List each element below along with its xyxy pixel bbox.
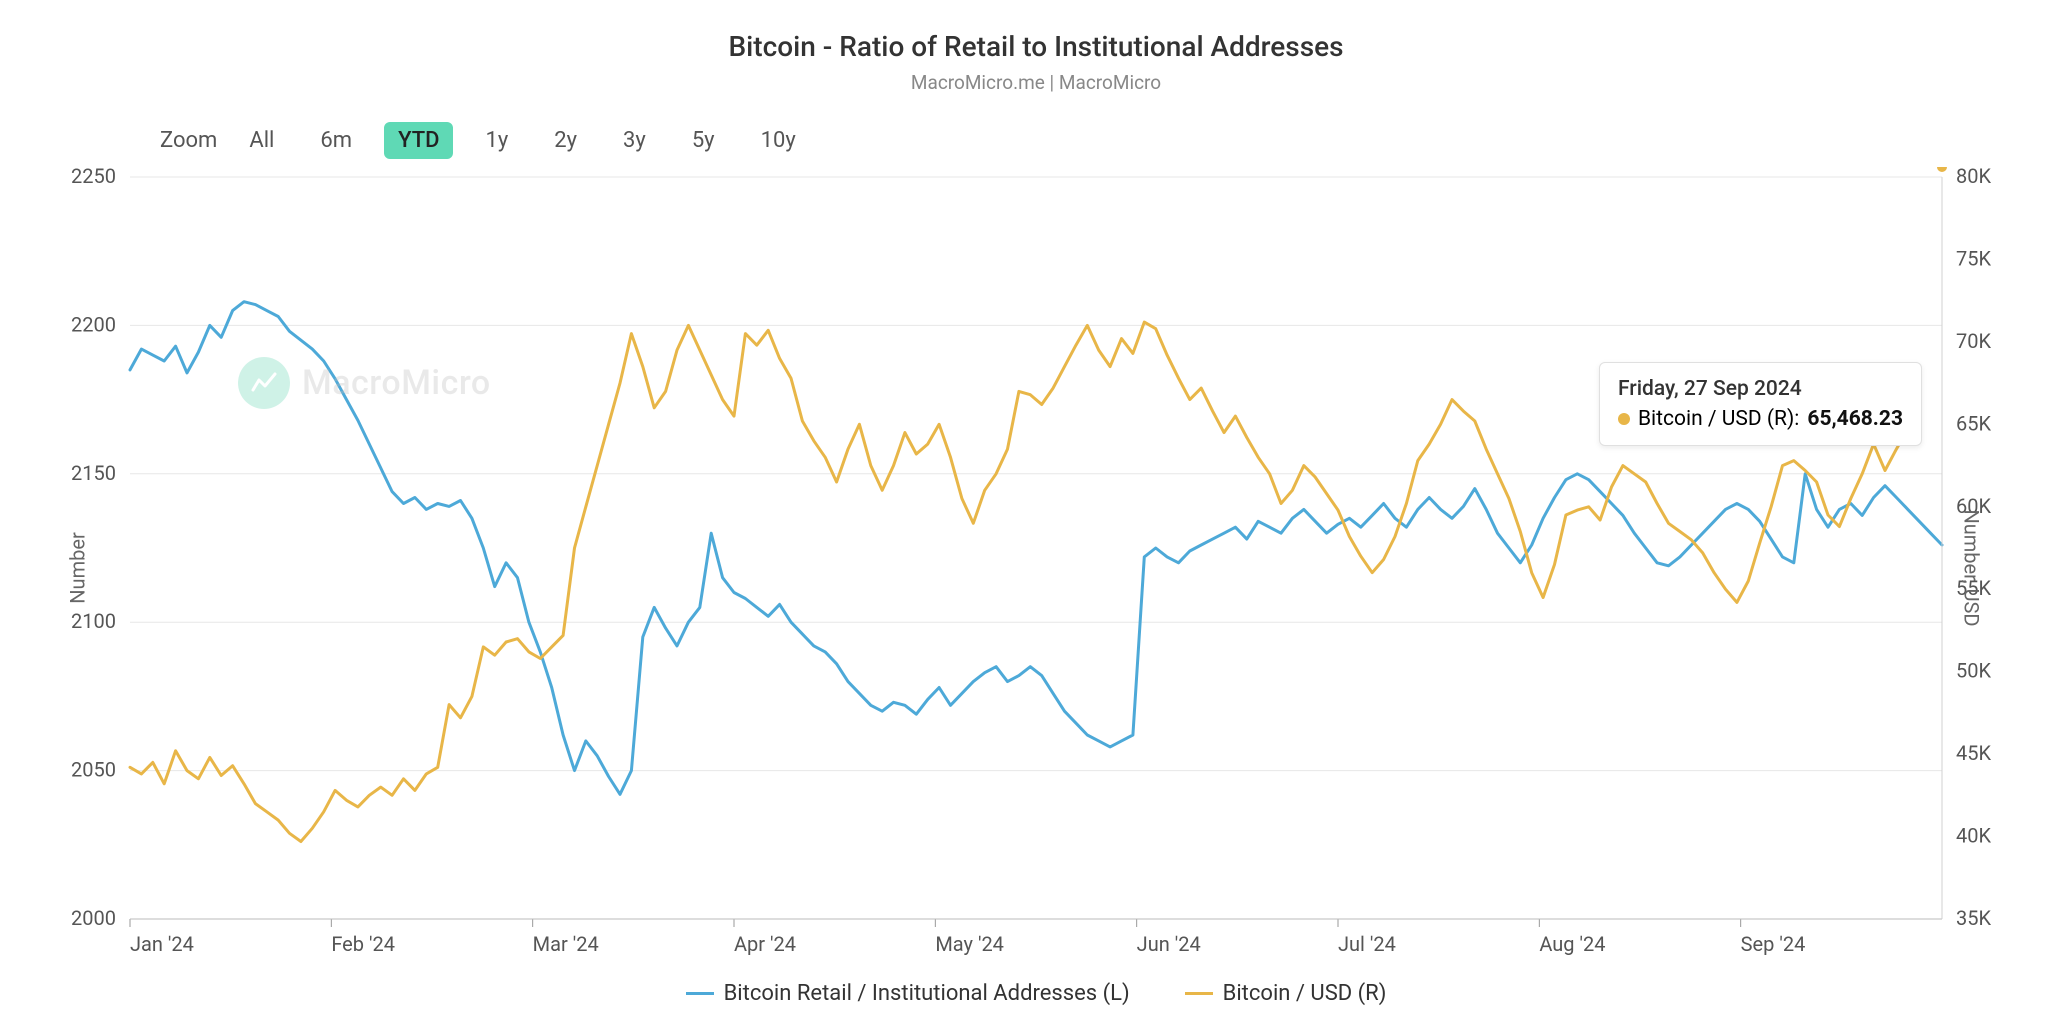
zoom-btn-ytd[interactable]: YTD: [384, 122, 453, 159]
svg-text:2100: 2100: [71, 609, 116, 633]
svg-text:2150: 2150: [71, 461, 116, 485]
legend-item[interactable]: Bitcoin / USD (R): [1185, 981, 1387, 1006]
svg-text:Aug '24: Aug '24: [1539, 932, 1605, 956]
y-axis-left-label: Number: [66, 532, 90, 603]
svg-text:75K: 75K: [1956, 246, 1991, 270]
chart-subtitle: MacroMicro.me | MacroMicro: [40, 71, 2032, 94]
svg-text:80K: 80K: [1956, 167, 1991, 188]
svg-text:40K: 40K: [1956, 824, 1991, 848]
legend-label: Bitcoin / USD (R): [1223, 981, 1387, 1006]
legend-label: Bitcoin Retail / Institutional Addresses…: [724, 981, 1130, 1006]
zoom-btn-6m[interactable]: 6m: [306, 122, 366, 159]
legend: Bitcoin Retail / Institutional Addresses…: [40, 981, 2032, 1006]
zoom-btn-5y[interactable]: 5y: [678, 122, 729, 159]
legend-item[interactable]: Bitcoin Retail / Institutional Addresses…: [686, 981, 1130, 1006]
tooltip-dot-icon: [1618, 413, 1630, 425]
svg-text:Mar '24: Mar '24: [533, 932, 599, 956]
legend-swatch: [1185, 992, 1213, 995]
svg-text:65K: 65K: [1956, 411, 1991, 435]
tooltip-date: Friday, 27 Sep 2024: [1618, 377, 1903, 401]
svg-text:Jun '24: Jun '24: [1137, 932, 1201, 956]
svg-text:2200: 2200: [71, 312, 116, 336]
zoom-label: Zoom: [160, 128, 217, 153]
svg-text:May '24: May '24: [935, 932, 1004, 956]
svg-text:2000: 2000: [71, 906, 116, 930]
tooltip-value: 65,468.23: [1807, 407, 1903, 431]
svg-text:Jul '24: Jul '24: [1338, 932, 1396, 956]
tooltip-series-label: Bitcoin / USD (R):: [1638, 407, 1799, 431]
svg-text:Apr '24: Apr '24: [734, 932, 796, 956]
svg-text:70K: 70K: [1956, 329, 1991, 353]
zoom-btn-3y[interactable]: 3y: [609, 122, 660, 159]
svg-text:Sep '24: Sep '24: [1741, 932, 1806, 956]
svg-text:Feb '24: Feb '24: [331, 932, 395, 956]
zoom-btn-all[interactable]: All: [235, 122, 288, 159]
svg-text:35K: 35K: [1956, 906, 1991, 930]
zoom-btn-1y[interactable]: 1y: [471, 122, 522, 159]
chart-svg[interactable]: 20002050210021502200225035K40K45K50K55K6…: [40, 167, 2032, 969]
zoom-btn-2y[interactable]: 2y: [540, 122, 591, 159]
svg-text:2250: 2250: [71, 167, 116, 188]
svg-text:Jan '24: Jan '24: [130, 932, 194, 956]
zoom-controls: Zoom All 6m YTD 1y 2y 3y 5y 10y: [160, 122, 2032, 159]
chart-title: Bitcoin - Ratio of Retail to Institution…: [40, 30, 2032, 63]
zoom-btn-10y[interactable]: 10y: [747, 122, 810, 159]
y-axis-right-label: Number, USD: [1959, 509, 1983, 626]
svg-text:50K: 50K: [1956, 659, 1991, 683]
svg-text:45K: 45K: [1956, 741, 1991, 765]
svg-text:2050: 2050: [71, 758, 116, 782]
tooltip: Friday, 27 Sep 2024 Bitcoin / USD (R): 6…: [1599, 362, 1922, 446]
chart-container: Bitcoin - Ratio of Retail to Institution…: [0, 0, 2072, 1036]
legend-swatch: [686, 992, 714, 995]
plot-area[interactable]: Number Number, USD MacroMicro 2000205021…: [40, 167, 2032, 969]
